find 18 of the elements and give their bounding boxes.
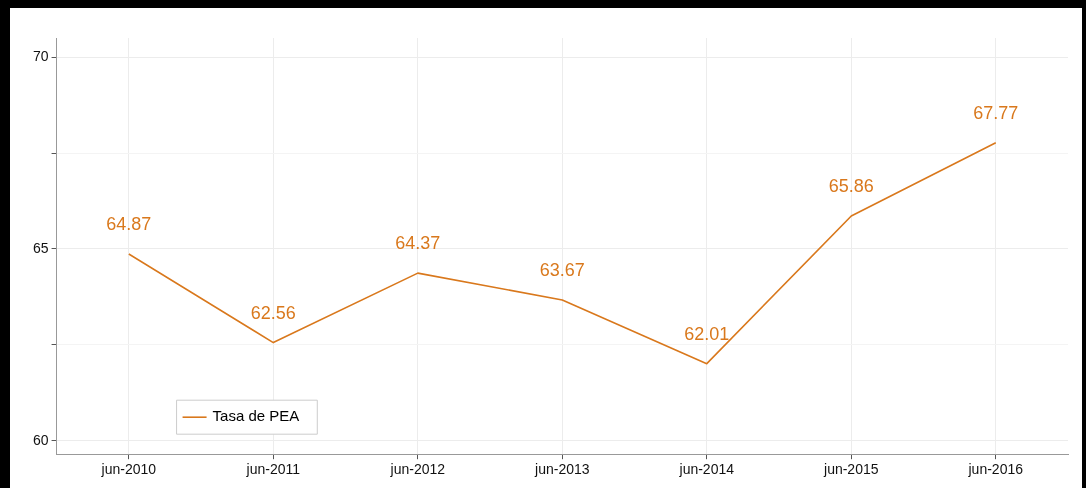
- data-label: 64.87: [106, 213, 152, 234]
- data-label: 62.01: [684, 323, 730, 344]
- data-label: 65.86: [828, 175, 874, 196]
- legend-label: Tasa de PEA: [212, 407, 300, 425]
- data-label: 63.67: [539, 259, 585, 280]
- x-tick-label: jun-2012: [389, 461, 446, 478]
- x-tick-label: jun-2010: [100, 461, 157, 478]
- y-tick-label: 65: [32, 239, 49, 256]
- x-tick-label: jun-2014: [678, 461, 735, 478]
- data-label: 62.56: [250, 302, 296, 323]
- x-tick-label: jun-2011: [245, 461, 301, 478]
- y-tick-label: 60: [32, 431, 49, 448]
- data-label: 67.77: [973, 102, 1019, 123]
- x-tick-label: jun-2013: [534, 461, 590, 478]
- x-tick-label: jun-2016: [967, 461, 1024, 478]
- x-tick-label: jun-2015: [823, 461, 879, 478]
- data-label: 64.37: [395, 233, 441, 254]
- y-tick-label: 70: [32, 48, 49, 65]
